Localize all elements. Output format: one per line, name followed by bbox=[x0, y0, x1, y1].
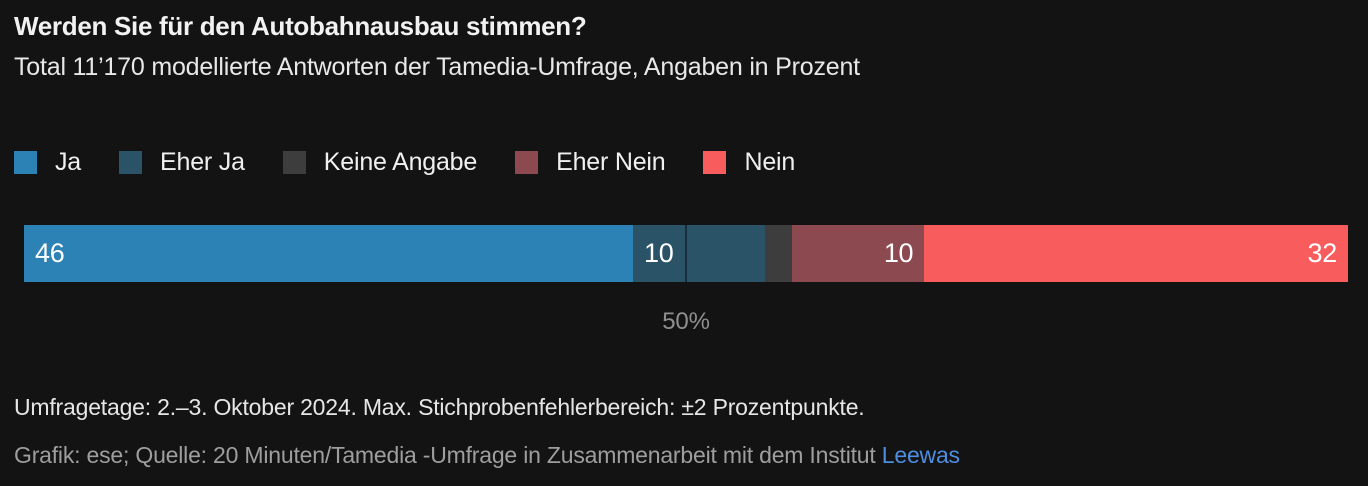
bar-segment-value: 10 bbox=[644, 238, 674, 268]
gridline-50-percent bbox=[685, 225, 687, 282]
legend-label: Keine Angabe bbox=[323, 148, 478, 176]
bar-segment-nein: 32 bbox=[924, 225, 1348, 282]
source-credit: Grafik: ese; Quelle: 20 Minuten/Tamedia … bbox=[14, 442, 960, 469]
bar-segment-value: 10 bbox=[883, 238, 914, 268]
bar-segment-value: 32 bbox=[1307, 238, 1338, 268]
legend-label: Nein bbox=[744, 148, 796, 176]
legend-swatch-ja bbox=[14, 151, 37, 174]
legend-item-keine-angabe: Keine Angabe bbox=[282, 148, 478, 177]
chart-subtitle: Total 11’170 modellierte Antworten der T… bbox=[14, 53, 860, 81]
legend-swatch-nein bbox=[703, 151, 727, 174]
bar-segment-eher-ja: 10 bbox=[633, 225, 766, 282]
legend-item-ja: Ja bbox=[14, 148, 81, 177]
source-credit-text: Grafik: ese; Quelle: 20 Minuten/Tamedia … bbox=[14, 442, 882, 468]
axis-tick-label: 50% bbox=[662, 308, 710, 335]
legend-label: Ja bbox=[55, 148, 82, 176]
legend-item-eher-nein: Eher Nein bbox=[515, 148, 666, 177]
leewas-link[interactable]: Leewas bbox=[881, 442, 960, 468]
bar-segment-keine-angabe bbox=[765, 225, 792, 282]
legend-swatch-keine-angabe bbox=[282, 151, 306, 174]
legend-item-eher-ja: Eher Ja bbox=[119, 148, 245, 177]
bar-segment-value: 46 bbox=[35, 238, 65, 268]
legend-swatch-eher-ja bbox=[119, 151, 143, 174]
legend-label: Eher Ja bbox=[160, 148, 245, 176]
stacked-bar: 46 10 10 32 bbox=[24, 225, 1348, 282]
legend: Ja Eher Ja Keine Angabe Eher Nein Nein bbox=[14, 148, 795, 177]
survey-notes: Umfragetage: 2.–3. Oktober 2024. Max. St… bbox=[14, 394, 865, 420]
legend-item-nein: Nein bbox=[703, 148, 795, 177]
bar-segment-ja: 46 bbox=[24, 225, 634, 282]
legend-label: Eher Nein bbox=[556, 148, 666, 176]
bar-segment-eher-nein: 10 bbox=[791, 225, 925, 282]
chart-title: Werden Sie für den Autobahnausbau stimme… bbox=[14, 11, 587, 41]
legend-swatch-eher-nein bbox=[515, 151, 539, 174]
